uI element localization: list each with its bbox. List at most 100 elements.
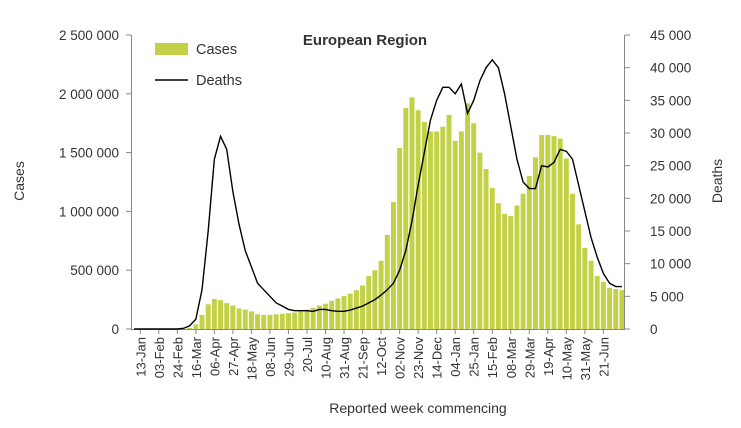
cases-bar	[471, 123, 477, 329]
x-tick-label: 31-Aug	[337, 337, 352, 379]
x-tick-label: 10-May	[559, 337, 574, 381]
x-tick-label: 10-Aug	[319, 337, 334, 379]
cases-bar	[514, 205, 520, 329]
cases-bar	[236, 308, 242, 329]
cases-bar	[563, 158, 569, 329]
x-tick-label: 21-Sep	[356, 337, 371, 379]
cases-bar	[360, 285, 366, 329]
cases-bar	[600, 281, 606, 329]
x-tick-label: 02-Nov	[393, 337, 408, 379]
cases-bars	[187, 97, 625, 330]
cases-bar	[390, 201, 396, 329]
cases-bar	[255, 314, 261, 329]
cases-bar	[532, 157, 538, 329]
cases-bar	[594, 276, 600, 329]
cases-bar	[415, 110, 421, 329]
cases-bar	[520, 193, 526, 329]
cases-bar	[440, 126, 446, 329]
cases-bar	[452, 140, 458, 329]
cases-bar	[397, 147, 403, 329]
cases-bar	[483, 169, 489, 329]
x-tick-label: 14-Dec	[430, 337, 445, 379]
x-tick-label: 12-Oct	[374, 337, 389, 376]
cases-bar	[347, 293, 353, 329]
cases-bar	[613, 289, 619, 329]
x-tick-label: 29-Jun	[282, 337, 297, 377]
cases-bar	[341, 296, 347, 329]
cases-bar	[199, 314, 205, 329]
cases-bar	[248, 311, 254, 329]
y2-tick-label: 15 000	[650, 224, 691, 239]
cases-bar	[224, 303, 230, 329]
cases-bar	[557, 138, 563, 329]
left-axis-ticks: 0 500 000 1 000 000 1 500 000 2 000 000 2 500…	[59, 28, 131, 337]
cases-bar	[261, 314, 267, 329]
cases-bar	[323, 303, 328, 329]
cases-bar	[310, 307, 316, 329]
x-tick-label: 04-Jan	[448, 337, 463, 377]
y2-axis-label: Deaths	[709, 159, 725, 203]
cases-bar	[403, 107, 409, 329]
y2-tick-label: 5 000	[650, 289, 684, 304]
x-axis-ticks: 13-Jan 03-Feb 24-Feb 16-Mar 06-Apr 27-Apr 18-M…	[133, 329, 611, 380]
legend: Cases Deaths	[155, 42, 242, 89]
cases-bar	[193, 324, 199, 329]
y-tick-label: 500 000	[70, 263, 119, 278]
y2-tick-label: 10 000	[650, 257, 691, 272]
cases-bar	[619, 290, 625, 329]
cases-bar	[582, 247, 588, 329]
axes	[131, 35, 625, 330]
cases-bar	[526, 176, 532, 329]
cases-bar	[465, 103, 471, 330]
y2-tick-label: 20 000	[650, 191, 691, 206]
cases-bar	[539, 134, 545, 329]
y2-tick-label: 35 000	[650, 93, 691, 108]
cases-bar	[329, 300, 335, 329]
cases-bar	[279, 313, 285, 329]
cases-bar	[495, 203, 501, 329]
x-tick-label: 16-Mar	[189, 336, 204, 378]
legend-deaths-label: Deaths	[196, 73, 242, 89]
cases-bar	[607, 287, 613, 329]
cases-bar	[570, 193, 575, 329]
cases-bar	[384, 234, 390, 329]
x-axis-label: Reported week commencing	[329, 400, 506, 416]
deaths-line	[134, 58, 622, 330]
x-tick-label: 20-Jul	[300, 337, 315, 373]
cases-bar	[242, 309, 248, 329]
cases-bar	[421, 122, 427, 330]
cases-bar	[428, 131, 433, 329]
cases-bar	[298, 311, 304, 329]
cases-bar	[588, 260, 594, 329]
x-tick-label: 08-Jun	[263, 337, 278, 377]
cases-bar	[458, 131, 464, 329]
cases-bar	[316, 305, 322, 329]
cases-bar	[545, 134, 551, 329]
cases-bar	[304, 309, 310, 329]
y2-tick-label: 40 000	[650, 61, 691, 76]
y-tick-label: 1 500 000	[59, 146, 119, 161]
x-tick-label: 03-Feb	[152, 337, 167, 378]
y-tick-label: 2 000 000	[59, 87, 119, 102]
y-tick-label: 1 000 000	[59, 204, 119, 219]
cases-bar	[477, 152, 483, 329]
cases-bar	[502, 213, 508, 329]
cases-bar	[187, 327, 193, 329]
cases-bar	[409, 97, 415, 329]
y-tick-label: 2 500 000	[59, 28, 119, 43]
cases-bar	[205, 304, 211, 329]
cases-bar	[434, 131, 440, 329]
cases-bar	[551, 136, 557, 329]
cases-bar	[508, 216, 514, 329]
cases-bar	[446, 114, 452, 329]
cases-bar	[576, 224, 582, 329]
x-tick-label: 24-Feb	[170, 337, 185, 378]
x-tick-label: 18-May	[244, 337, 259, 381]
right-axis-ticks: 0 5 000 10 000 15 000 20 000 25 000 30 000 35 0…	[625, 28, 691, 337]
cases-bar	[335, 298, 341, 329]
x-tick-label: 13-Jan	[133, 337, 148, 377]
chart-title: European Region	[303, 32, 427, 49]
x-tick-label: 19-Apr	[541, 336, 556, 376]
cases-bar	[285, 313, 291, 329]
